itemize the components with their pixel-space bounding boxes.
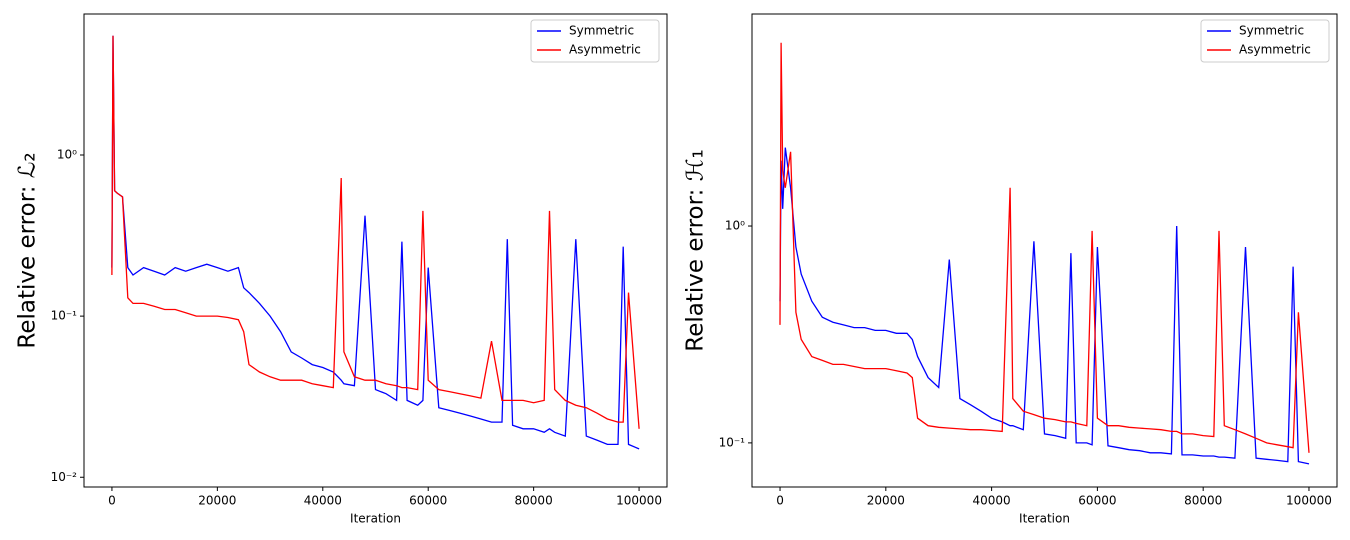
- x-tick-label: 80000: [515, 494, 553, 508]
- y-tick-label: 10⁰: [725, 219, 745, 233]
- legend-box: [1200, 19, 1330, 63]
- x-axis-label: Iteration: [350, 512, 401, 526]
- x-axis-label: Iteration: [1019, 512, 1070, 526]
- x-tick-label: 0: [108, 494, 116, 508]
- x-tick-label: 40000: [304, 494, 342, 508]
- x-tick-label: 100000: [616, 494, 662, 508]
- series-line: [111, 35, 640, 450]
- plot-frame: [83, 13, 668, 488]
- series-line: [779, 147, 1310, 465]
- x-tick-label: 40000: [973, 494, 1011, 508]
- series-line: [111, 35, 640, 429]
- series-line: [779, 42, 1310, 453]
- y-axis-label: Relative error: ℋ₁: [683, 149, 709, 351]
- y-tick-label: 10⁰: [57, 147, 77, 161]
- x-tick-label: 0: [776, 494, 784, 508]
- y-axis-label: Relative error: ℒ₂: [15, 152, 41, 348]
- y-tick-label: 10⁻¹: [51, 309, 78, 323]
- legend-box: [530, 19, 660, 63]
- x-tick-label: 60000: [409, 494, 447, 508]
- y-tick-label: 10⁻¹: [719, 435, 746, 449]
- legend-label: Asymmetric: [569, 43, 641, 57]
- x-tick-label: 60000: [1078, 494, 1116, 508]
- y-tick-label: 10⁻²: [51, 470, 78, 484]
- legend-label: Symmetric: [569, 24, 634, 38]
- x-tick-label: 80000: [1184, 494, 1222, 508]
- x-tick-label: 100000: [1286, 494, 1332, 508]
- plot-frame: [751, 13, 1338, 488]
- x-tick-label: 20000: [867, 494, 905, 508]
- x-tick-label: 20000: [198, 494, 236, 508]
- legend-label: Asymmetric: [1239, 43, 1311, 57]
- legend-label: Symmetric: [1239, 24, 1304, 38]
